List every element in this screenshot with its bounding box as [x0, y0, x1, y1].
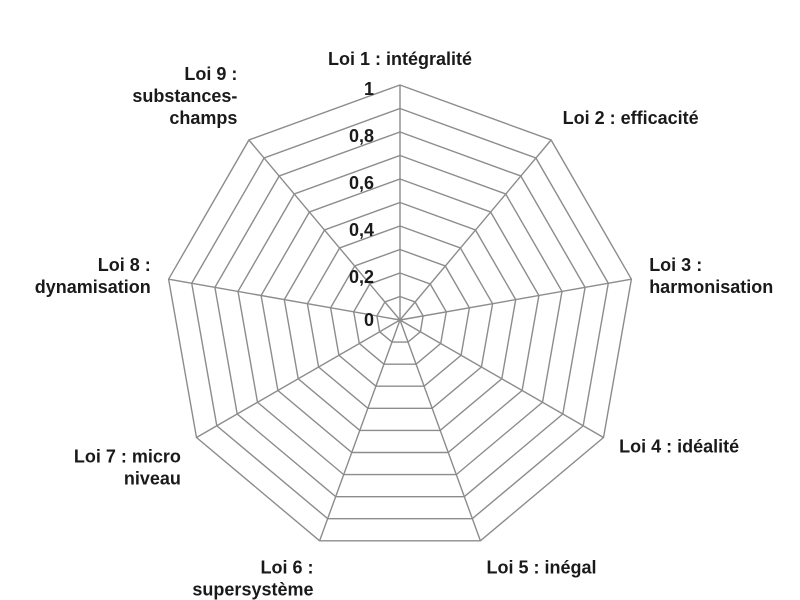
- grid-ring-9: [190, 107, 610, 520]
- axis-label-loi-2: Loi 2 : efficacité: [563, 108, 699, 128]
- axis-label-line: Loi 6 :: [261, 558, 314, 578]
- tick-label-0: 0: [364, 310, 374, 330]
- axis-label-line: Loi 2 : efficacité: [563, 108, 699, 128]
- axis-label-loi-8: Loi 8 : dynamisation: [35, 255, 151, 297]
- grid-ring-5: [283, 201, 517, 432]
- grid-ring-6: [260, 178, 540, 454]
- spoke-2: [399, 139, 552, 321]
- axis-label-line: supersystème: [192, 580, 313, 600]
- tick-label-5: 1: [364, 79, 374, 99]
- radar-spokes: [168, 85, 632, 542]
- axis-label-loi-5: Loi 5 : inégal: [487, 558, 597, 578]
- radial-tick-labels: 0 0,2 0,4 0,6 0,8 1: [349, 79, 374, 330]
- axis-label-line: champs: [169, 108, 237, 128]
- axis-label-loi-7: Loi 7 : micro niveau: [74, 447, 181, 489]
- axis-label-loi-1: Loi 1 : intégralité: [328, 49, 472, 69]
- tick-label-3: 0,6: [349, 173, 374, 193]
- axis-label-line: Loi 5 : inégal: [487, 558, 597, 578]
- axis-label-line: Loi 1 : intégralité: [328, 49, 472, 69]
- grid-ring-8: [214, 131, 586, 498]
- axis-label-loi-6: Loi 6 : supersystème: [192, 558, 313, 600]
- grid-ring-3: [329, 248, 471, 387]
- spoke-6: [318, 319, 401, 542]
- grid-ring-4: [306, 225, 494, 409]
- spoke-3: [399, 278, 632, 321]
- axis-label-line: Loi 3 :: [649, 255, 702, 275]
- axis-label-line: Loi 4 : idéalité: [619, 437, 739, 457]
- tick-label-1: 0,2: [349, 267, 374, 287]
- spoke-8: [168, 278, 401, 321]
- grid-ring-2: [352, 272, 448, 365]
- tick-label-4: 0,8: [349, 126, 374, 146]
- axis-label-line: niveau: [124, 469, 181, 489]
- axis-label-line: Loi 8 :: [98, 255, 151, 275]
- spoke-7: [196, 319, 401, 439]
- radar-grid: [167, 84, 633, 542]
- axis-label-loi-9: Loi 9 : substances-champs: [132, 64, 237, 128]
- axis-label-line: Loi 7 : micro: [74, 447, 181, 467]
- axis-label-line: substances-: [132, 86, 237, 106]
- axis-label-line: harmonisation: [649, 277, 773, 297]
- spoke-4: [399, 319, 604, 439]
- grid-ring-7: [237, 154, 563, 476]
- axis-label-line: dynamisation: [35, 277, 151, 297]
- axis-label-loi-4: Loi 4 : idéalité: [619, 437, 739, 457]
- tick-label-2: 0,4: [349, 220, 374, 240]
- grid-ring-10: [167, 84, 633, 542]
- axis-label-loi-3: Loi 3 : harmonisation: [649, 255, 773, 297]
- axis-labels: Loi 1 : intégralité Loi 2 : efficacité Loi…: [35, 49, 773, 600]
- grid-ring-1: [376, 295, 424, 343]
- axis-label-line: Loi 9 :: [184, 64, 237, 84]
- spoke-5: [399, 319, 482, 542]
- spoke-9: [248, 139, 401, 321]
